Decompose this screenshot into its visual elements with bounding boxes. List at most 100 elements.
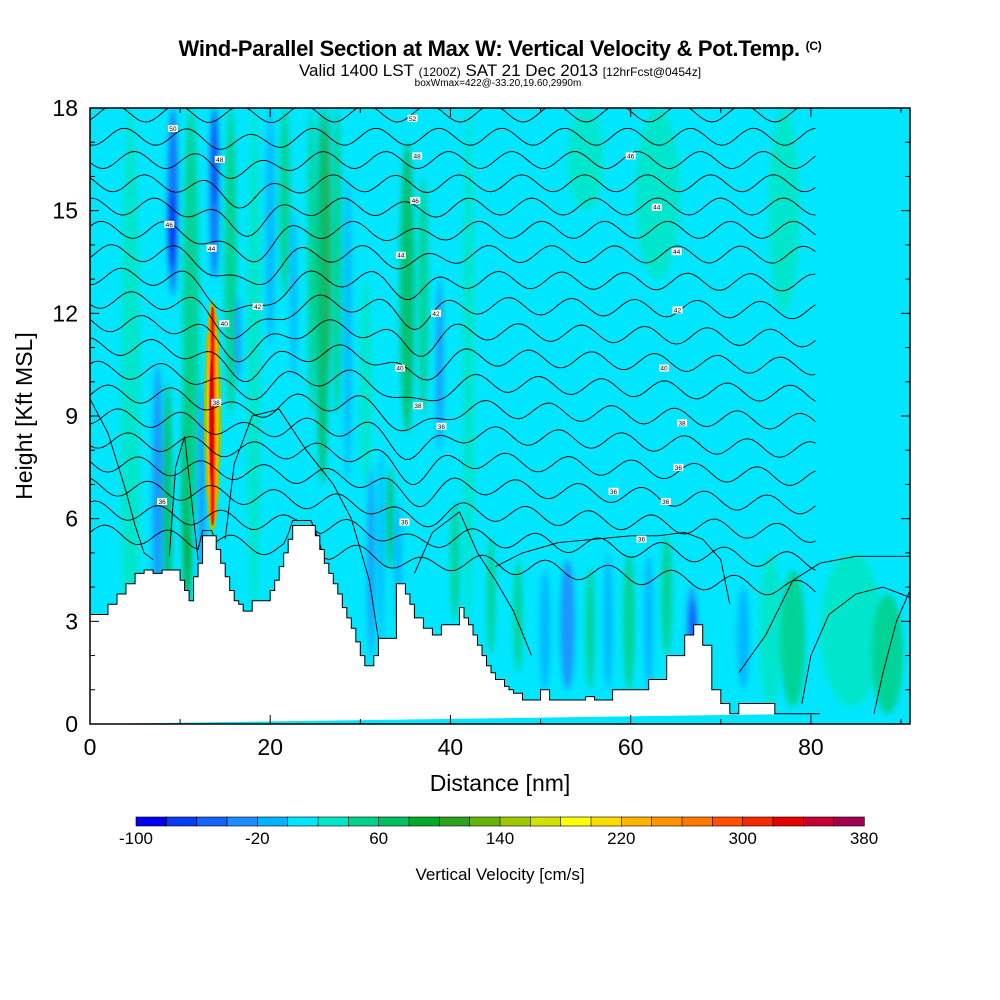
- contour-label: 44: [397, 253, 405, 260]
- colorbar-swatch: [166, 816, 198, 827]
- colorbar-swatch: [742, 816, 774, 827]
- contour-label-box: [407, 114, 418, 122]
- x-tick-label: 80: [798, 734, 824, 760]
- colorbar-swatch: [378, 816, 410, 827]
- colorbar-swatch: [499, 816, 532, 827]
- contour-label-box: [412, 152, 423, 160]
- velocity-streak: [768, 108, 800, 314]
- y-tick-label: 3: [65, 608, 78, 634]
- x-tick-label: 20: [257, 734, 283, 760]
- velocity-streak: [759, 552, 782, 707]
- velocity-streak: [386, 467, 394, 570]
- colorbar-swatch: [257, 816, 289, 827]
- terrain-fill: [89, 525, 820, 724]
- contour-label: 38: [213, 400, 221, 407]
- colorbar-swatch: [135, 816, 168, 827]
- velocity-streak: [462, 108, 475, 622]
- field-shading: [120, 108, 904, 724]
- colorbar-swatch: [803, 816, 835, 827]
- contour-label-box: [436, 422, 447, 430]
- contour-label: 44: [208, 246, 216, 253]
- contour-label: 36: [158, 499, 166, 506]
- contour-label-box: [413, 402, 423, 410]
- contour-label-box: [625, 152, 636, 160]
- contour-label-box: [206, 244, 217, 252]
- colorbar-swatch: [590, 816, 623, 827]
- colorbar-swatch: [408, 816, 441, 827]
- contour-label: 44: [673, 249, 681, 256]
- contour-label-box: [660, 498, 671, 506]
- contour-label-box: [410, 196, 421, 204]
- theta-contour: [90, 220, 816, 263]
- velocity-streak: [120, 108, 141, 724]
- contour-label: 52: [409, 116, 417, 123]
- contour-label-box: [167, 125, 178, 133]
- contour-label: 40: [221, 321, 229, 328]
- contour-label: 36: [610, 489, 618, 496]
- velocity-streak: [635, 108, 681, 280]
- theta-contour-labels: 52 50 48 46 48 46 44 46 44 44 44 42 42 42 40 40 40 38 38 38…: [157, 114, 688, 544]
- colorbar-swatch: [439, 816, 471, 827]
- velocity-streak: [567, 108, 604, 211]
- contour-label: 48: [413, 153, 421, 160]
- contour-label: 46: [166, 222, 174, 229]
- x-tick-label: 60: [618, 734, 644, 760]
- contour-label: 36: [401, 520, 409, 527]
- theta-contour: [90, 337, 816, 383]
- colorbar-swatch: [560, 816, 592, 827]
- theta-contour: [90, 432, 816, 486]
- velocity-streak: [359, 279, 373, 485]
- contour-label-box: [399, 518, 410, 526]
- theta-contour-low: [224, 408, 379, 639]
- contour-label-box: [157, 498, 168, 506]
- contour-label: 50: [169, 126, 177, 133]
- y-tick-label: 9: [65, 403, 78, 429]
- velocity-streak: [603, 552, 613, 690]
- contour-label-box: [431, 309, 442, 317]
- contour-label-box: [211, 398, 222, 406]
- contour-label-box: [394, 364, 405, 372]
- velocity-streak: [780, 570, 806, 707]
- theta-contour: [90, 384, 816, 432]
- contour-label: 42: [254, 304, 262, 311]
- velocity-streak: [539, 570, 551, 690]
- theta-contour: [90, 174, 816, 209]
- theta-contour: [90, 315, 816, 363]
- contour-label: 40: [660, 366, 668, 373]
- contour-label-box: [608, 487, 619, 495]
- contour-label: 36: [638, 537, 646, 544]
- contour-label-box: [677, 419, 688, 427]
- contour-label: 38: [414, 403, 422, 410]
- theta-contour: [90, 244, 816, 286]
- velocity-streak: [644, 552, 654, 690]
- y-tick-label: 15: [52, 198, 78, 224]
- colorbar-tick-label: 140: [486, 829, 514, 848]
- velocity-streak: [661, 535, 673, 656]
- contour-label: 42: [432, 311, 440, 318]
- velocity-streak: [331, 108, 342, 416]
- box-info-text: boxWmax=422@-33.20,19.60,2990m: [414, 78, 582, 89]
- velocity-streak: [307, 108, 316, 416]
- contour-label-box: [214, 155, 225, 163]
- colorbar-tick-label: -100: [119, 829, 153, 848]
- theta-contour: [90, 477, 816, 543]
- contour-label-box: [395, 251, 406, 259]
- x-tick-label: 0: [84, 734, 97, 760]
- colorbar-swatch: [833, 816, 865, 827]
- contour-label-box: [164, 220, 175, 228]
- contour-label: 36: [675, 465, 683, 472]
- theta-contour-low: [168, 436, 199, 560]
- terrain-mask: [89, 525, 820, 724]
- theta-contour: [90, 408, 816, 460]
- velocity-streak: [235, 296, 241, 382]
- colorbar-label: Vertical Velocity [cm/s]: [415, 865, 584, 884]
- contour-label-box: [672, 306, 683, 314]
- contour-label-box: [651, 203, 662, 211]
- contour-label: 48: [216, 157, 224, 164]
- theta-contour-low: [873, 590, 910, 714]
- velocity-streak: [265, 108, 275, 348]
- theta-contours: [90, 108, 910, 714]
- velocity-streak: [168, 190, 176, 269]
- colorbar-swatch: [712, 816, 744, 827]
